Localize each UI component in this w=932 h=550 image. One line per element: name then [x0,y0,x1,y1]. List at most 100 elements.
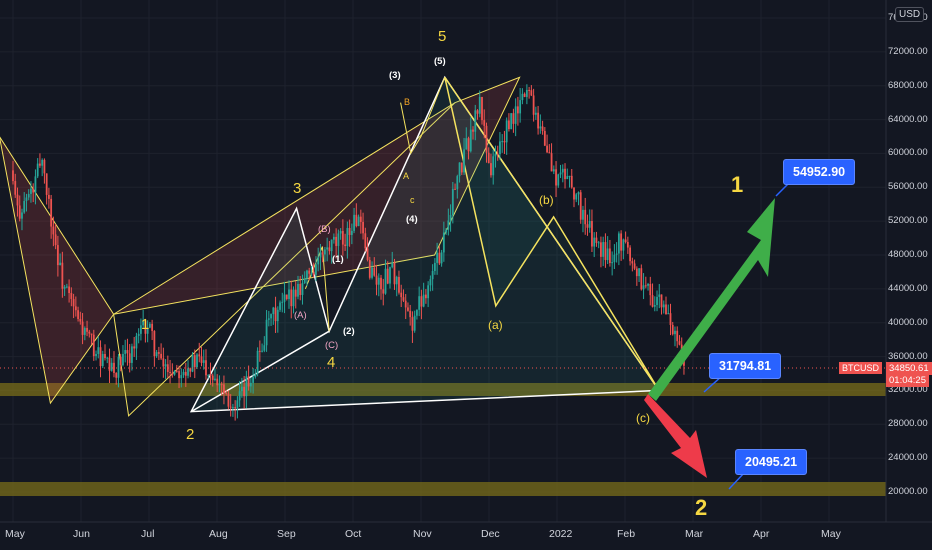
candle-body [391,262,394,268]
candle-body [411,317,414,331]
candle-body [247,376,250,387]
candle-body [225,393,228,395]
candle-body [117,356,120,378]
candle-body [157,352,160,354]
candle-body [319,252,322,258]
currency-button[interactable]: USD [895,7,925,22]
candle-body [566,176,569,180]
candle-body [223,384,225,394]
wave-c-small-label: c [410,195,415,205]
candle-body [328,247,331,252]
candle-body [81,321,84,335]
candle-body [382,289,385,294]
candle-body [317,257,320,265]
candle-body [577,192,580,195]
candle-body [34,176,37,193]
candle-body [48,194,50,199]
countdown-badge: 01:04:25 [886,374,929,387]
candle-body [166,364,169,372]
candle-body [626,242,629,248]
candle-body [202,360,205,363]
candle-body [442,232,445,253]
candle-body [517,106,519,114]
candle-body [407,307,409,311]
candle-body [267,318,270,320]
candle-body [39,163,41,166]
candle-body [205,360,207,376]
candle-body [324,249,326,255]
candle-body [175,370,178,372]
wave-C-label: (C) [325,340,339,351]
candle-body [402,297,405,301]
candle-body [115,373,118,378]
candle-body [366,248,369,260]
pattern-yellow-outline [444,76,660,391]
candle-body [395,276,398,285]
candle-body [559,172,562,175]
candle-body [474,110,477,132]
candle-body [279,302,281,310]
candle-body [164,364,167,367]
price-tick-label: 48000.00 [888,249,928,260]
candle-body [494,153,497,157]
time-tick-label: Oct [345,528,362,540]
candle-body [350,230,353,235]
candle-body [43,159,46,174]
candle-body [306,270,308,279]
candle-body [615,253,618,255]
pattern-small-top [400,77,446,155]
candle-body [86,327,88,332]
candle-body [337,233,340,246]
candle-body [642,285,645,290]
candle-body [61,262,64,289]
candle-body [332,236,335,240]
candle-body [667,313,670,315]
candle-body [647,283,649,286]
candle-body [635,268,638,277]
candle-body [256,350,259,375]
candle-body [153,330,156,357]
pattern-white-diagonal [190,330,330,413]
candle-body [232,407,234,409]
candle-body [68,286,70,294]
candle-body [209,374,212,376]
candle-body [79,318,82,322]
price-tick-label: 36000.00 [888,350,928,362]
candle-body [456,176,459,190]
candle-body [252,376,255,383]
wave-2-label: 2 [186,426,195,443]
candle-body [270,314,272,319]
candle-body [561,168,564,173]
candle-body [171,372,174,375]
candle-body [539,126,542,129]
candle-body [272,307,275,315]
price-tick-label: 56000.00 [888,181,928,193]
candle-body [108,357,111,371]
candle-body [216,378,219,386]
candle-body [631,261,634,264]
candle-body [530,90,533,96]
candle-body [433,262,436,271]
candle-body [458,162,461,177]
candle-body [65,286,68,288]
candle-body [400,292,403,298]
candle-body [371,267,373,278]
candle-body [214,378,216,380]
price-tick-label: 20000.00 [888,486,928,497]
candle-body [449,215,452,221]
candle-body [106,357,109,359]
candle-body [335,236,338,246]
candle-body [422,294,425,307]
candle-body [148,323,151,328]
time-tick-label: Jun [73,528,90,540]
candle-body [285,294,288,299]
time-tick-label: May [821,528,841,540]
candle-body [236,400,239,408]
wave-c-label: (c) [636,411,650,425]
candle-body [393,262,396,285]
candle-body [669,313,672,325]
candle-body [658,294,661,297]
candle-body [178,371,180,379]
candle-body [238,391,241,401]
